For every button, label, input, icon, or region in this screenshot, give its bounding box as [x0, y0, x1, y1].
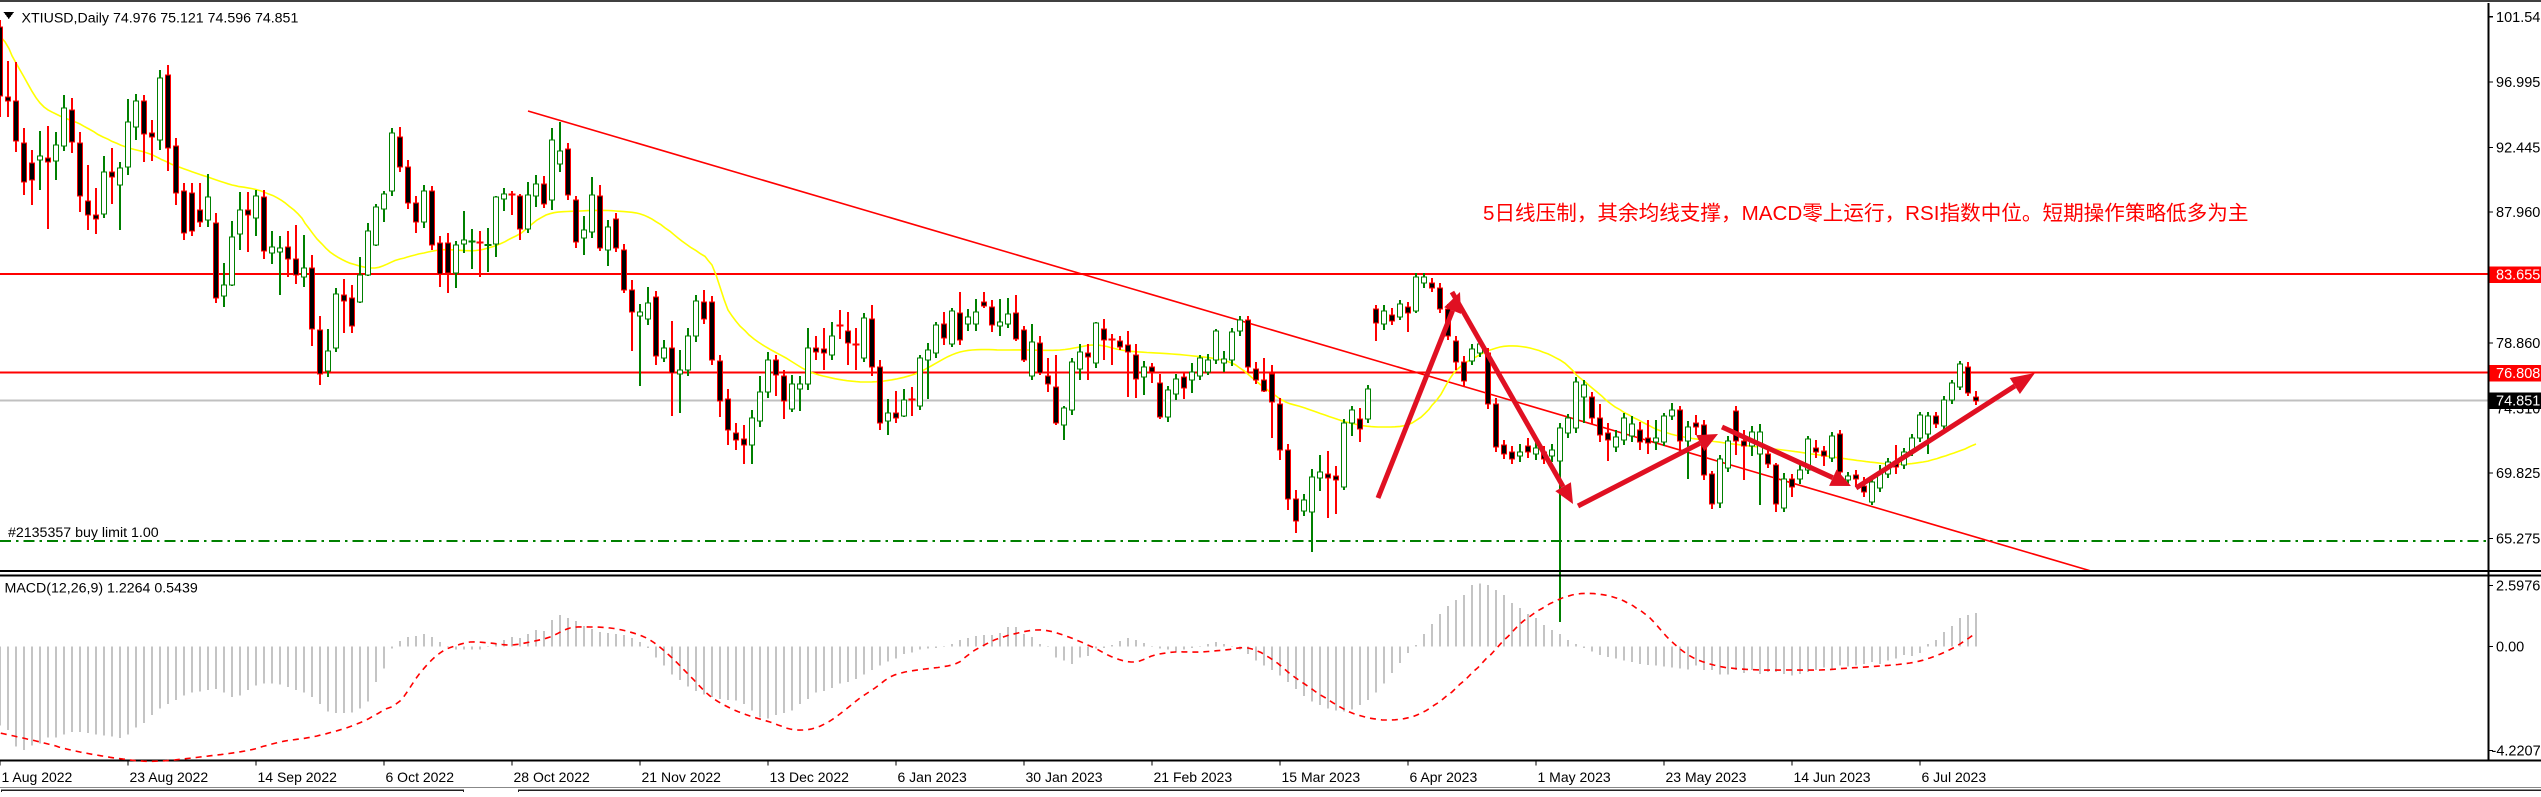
svg-text:6 Oct 2022: 6 Oct 2022 [386, 769, 455, 785]
svg-text:#2135357 buy limit 1.00: #2135357 buy limit 1.00 [8, 525, 159, 541]
svg-text:2.5976: 2.5976 [2496, 579, 2540, 595]
svg-text:6 Jul 2023: 6 Jul 2023 [1922, 769, 1987, 785]
svg-text:23 Aug 2022: 23 Aug 2022 [130, 769, 209, 785]
svg-text:6 Jan 2023: 6 Jan 2023 [898, 769, 967, 785]
svg-text:74.851: 74.851 [2496, 394, 2540, 410]
svg-text:6 Apr 2023: 6 Apr 2023 [1410, 769, 1478, 785]
svg-text:XTIUSD,Daily 74.976 75.121 74: XTIUSD,Daily 74.976 75.121 74.596 74.851 [22, 11, 299, 27]
svg-text:28 Oct 2022: 28 Oct 2022 [514, 769, 590, 785]
svg-text:15 Mar 2023: 15 Mar 2023 [1282, 769, 1361, 785]
svg-text:0.00: 0.00 [2496, 640, 2524, 656]
svg-text:69.825: 69.825 [2496, 466, 2540, 482]
svg-text:1 Aug 2022: 1 Aug 2022 [2, 769, 73, 785]
svg-text:87.960: 87.960 [2496, 205, 2540, 221]
svg-text:13 Dec 2022: 13 Dec 2022 [770, 769, 850, 785]
svg-text:30 Jan 2023: 30 Jan 2023 [1026, 769, 1103, 785]
svg-text:5日线压制，其余均线支撑，MACD零上运行，RSI指数中位。: 5日线压制，其余均线支撑，MACD零上运行，RSI指数中位。短期操作策略低多为主 [1483, 202, 2248, 225]
svg-text:1 May 2023: 1 May 2023 [1538, 769, 1611, 785]
svg-text:101.545: 101.545 [2496, 10, 2541, 26]
svg-text:96.995: 96.995 [2496, 75, 2540, 91]
svg-text:23 May 2023: 23 May 2023 [1666, 769, 1747, 785]
svg-text:14 Sep 2022: 14 Sep 2022 [258, 769, 338, 785]
svg-text:76.808: 76.808 [2496, 366, 2540, 382]
svg-text:21 Feb 2023: 21 Feb 2023 [1154, 769, 1233, 785]
svg-text:-4.2207: -4.2207 [2492, 744, 2541, 760]
svg-text:78.860: 78.860 [2496, 336, 2540, 352]
svg-text:MACD(12,26,9) 1.2264 0.5439: MACD(12,26,9) 1.2264 0.5439 [5, 581, 198, 597]
svg-text:83.655: 83.655 [2496, 268, 2540, 284]
svg-text:21 Nov 2022: 21 Nov 2022 [642, 769, 722, 785]
svg-text:92.445: 92.445 [2496, 141, 2540, 157]
svg-text:14 Jun 2023: 14 Jun 2023 [1794, 769, 1871, 785]
svg-text:65.275: 65.275 [2496, 532, 2540, 548]
